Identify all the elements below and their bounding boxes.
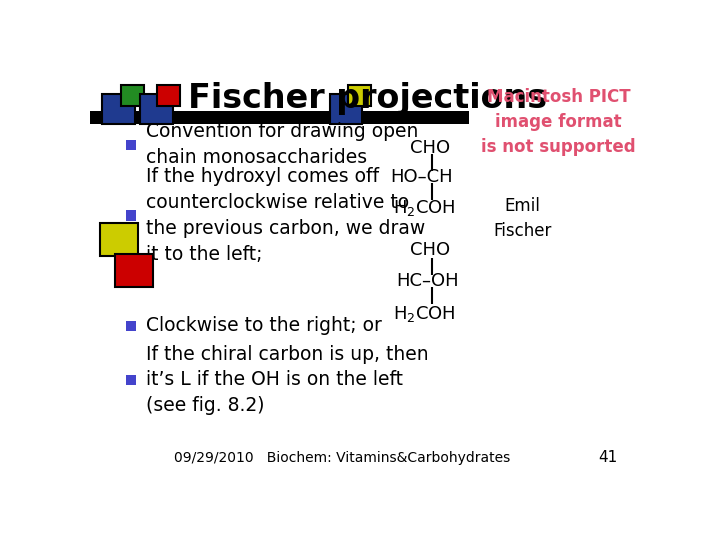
Bar [330, 94, 362, 124]
Bar [126, 375, 136, 385]
Text: H$_2$COH: H$_2$COH [393, 304, 456, 325]
Text: Macintosh PICT
image format
is not supported: Macintosh PICT image format is not suppo… [482, 87, 636, 156]
Text: CHO: CHO [410, 139, 451, 157]
Text: Clockwise to the right; or: Clockwise to the right; or [145, 316, 382, 335]
Text: If the hydroxyl comes off
counterclockwise relative to
the previous carbon, we d: If the hydroxyl comes off counterclockwi… [145, 167, 425, 264]
Bar [126, 321, 136, 331]
Text: Fischer projections: Fischer projections [188, 82, 546, 114]
Bar [100, 223, 138, 256]
Text: Emil
Fischer: Emil Fischer [493, 197, 552, 240]
Text: 41: 41 [598, 450, 617, 465]
Text: 09/29/2010   Biochem: Vitamins&Carbohydrates: 09/29/2010 Biochem: Vitamins&Carbohydrat… [174, 451, 510, 465]
Text: If the chiral carbon is up, then
it’s L if the OH is on the left
(see fig. 8.2): If the chiral carbon is up, then it’s L … [145, 345, 428, 415]
Text: HO–CH: HO–CH [391, 168, 454, 186]
Bar [121, 85, 144, 106]
Bar [157, 85, 181, 106]
Text: CHO: CHO [410, 241, 451, 259]
Text: HC–OH: HC–OH [396, 272, 459, 290]
Bar [90, 111, 469, 124]
Text: H$_2$COH: H$_2$COH [393, 198, 456, 218]
Bar [102, 94, 135, 124]
Bar [126, 140, 136, 150]
Bar [126, 211, 136, 221]
Bar [140, 94, 173, 124]
Bar [115, 254, 153, 287]
Bar [348, 85, 372, 106]
Text: Convention for drawing open
chain monosaccharides: Convention for drawing open chain monosa… [145, 123, 418, 167]
